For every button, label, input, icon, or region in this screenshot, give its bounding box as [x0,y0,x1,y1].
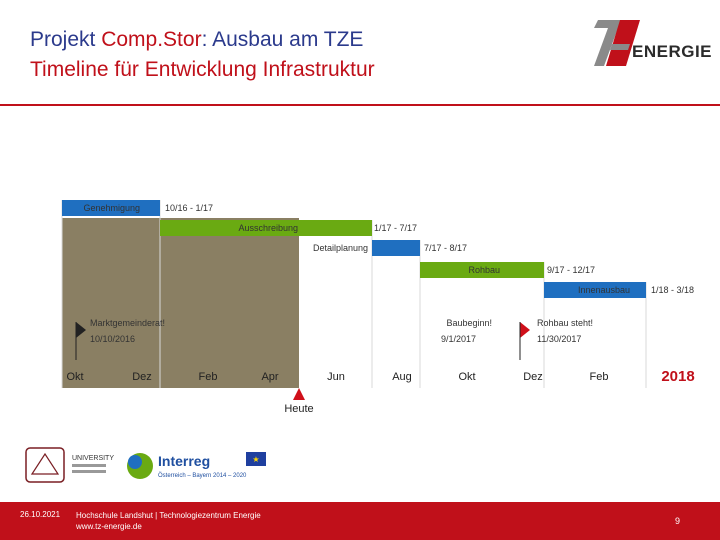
interreg-subtitle: Österreich – Bayern 2014 – 2020 [158,472,247,479]
task-innenausbau: Innenausbau 1/18 - 3/18 [544,282,694,298]
university-crest [25,447,65,483]
title-suffix: : Ausbau am TZE [201,28,364,51]
future-band [299,360,647,388]
task-range: 1/18 - 3/18 [651,285,694,295]
tz-logo-t-shape [594,20,638,66]
task-bar [160,220,372,236]
month-label: Okt [66,371,83,383]
task-name: Ausschreibung [238,223,298,233]
task-rohbau: Rohbau 9/17 - 12/17 [420,262,595,278]
task-name: Detailplanung [313,243,368,253]
month-axis: Okt Dez Feb Apr Jun Aug Okt Dez Feb 2018 [66,368,694,385]
footer-bar: 26.10.2021 Hochschule Landshut | Technol… [0,502,720,540]
month-label: Dez [523,371,543,383]
eu-flag [246,452,266,466]
milestone-date: 11/30/2017 [537,334,581,344]
milestone-name: Marktgemeinderat! [90,318,165,328]
task-name: Rohbau [468,265,500,275]
university-subline [72,470,106,473]
today-marker: Heute [284,388,314,415]
milestone-name: Rohbau steht! [537,318,593,328]
year-label: 2018 [661,368,694,385]
interreg-name: Interreg [158,453,210,469]
task-bar [372,240,420,256]
interreg-logo: Interreg Österreich – Bayern 2014 – 2020… [127,452,266,479]
task-range: 10/16 - 1/17 [165,203,213,213]
task-detailplanung: Detailplanung 7/17 - 8/17 [313,240,467,256]
tz-logo-bar [610,44,630,50]
today-label: Heute [284,403,313,415]
slide-subtitle: Timeline für Entwicklung Infrastruktur [30,58,375,81]
milestone-date: 10/10/2016 [90,334,135,344]
eu-flag-stars-icon: ★ [252,455,259,464]
month-label: Jun [327,371,345,383]
title-prefix: Projekt [30,28,102,51]
task-bar [62,200,160,216]
slide-title: Projekt Comp.Stor: Ausbau am TZE [30,26,363,54]
today-triangle [293,388,305,400]
milestone-marker [76,322,86,338]
past-period-shade [62,218,299,388]
month-label: Apr [261,371,278,383]
university-subline [72,464,106,467]
task-ausschreibung: Ausschreibung 1/17 - 7/17 [160,220,417,236]
footer-organization: Hochschule Landshut | Technologiezentrum… [76,510,261,532]
task-range: 1/17 - 7/17 [374,223,417,233]
month-label: Feb [199,371,218,383]
partner-logos: UNIVERSITY Interreg Österreich – Bayern … [25,447,266,483]
footer-org-line1: Hochschule Landshut | Technologiezentrum… [76,511,261,520]
university-name: UNIVERSITY [72,455,114,462]
university-crest-shape [30,452,60,475]
milestone-name: Baubeginn! [446,318,492,328]
month-label: Feb [590,371,609,383]
task-range: 7/17 - 8/17 [424,243,467,253]
page-number: 9 [674,516,680,526]
milestone-baubeginn: Baubeginn! 9/1/2017 [441,318,530,360]
milestone-marktgemeinderat: Marktgemeinderat! 10/10/2016 [75,318,165,360]
milestone-marker [520,322,530,338]
tz-logo [594,20,640,66]
month-label: Dez [132,371,152,383]
header-divider [0,104,720,106]
milestone-date: 9/1/2017 [441,334,476,344]
footer-org-line2: www.tz-energie.de [76,522,142,531]
interreg-globe-inner [128,455,142,469]
milestone-rohbau-steht: Rohbau steht! 11/30/2017 [519,318,593,360]
month-label: Aug [392,371,412,383]
task-bar [544,282,646,298]
task-name: Genehmigung [83,203,140,213]
logo-text: ENERGIE [632,42,713,61]
university-logo: UNIVERSITY [25,447,114,483]
task-genehmigung: Genehmigung 10/16 - 1/17 [62,200,213,216]
month-label: Okt [458,371,475,383]
tz-logo-slash [606,20,640,66]
task-name: Innenausbau [578,285,630,295]
task-range: 9/17 - 12/17 [547,265,595,275]
footer-date: 26.10.2021 [20,510,61,519]
task-bar [420,262,544,278]
title-accent: Comp.Stor [101,28,202,51]
